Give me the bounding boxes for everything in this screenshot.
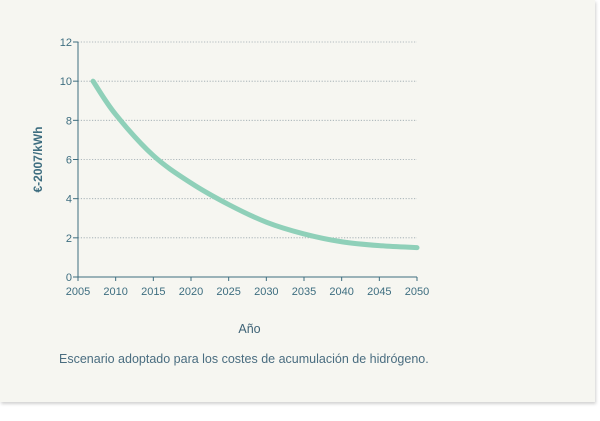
series-line [90, 78, 420, 251]
y-tick-label: 2 [66, 233, 72, 245]
y-tick-label: 10 [60, 76, 72, 88]
x-tick-label: 2045 [367, 286, 391, 298]
x-tick-label: 2040 [329, 286, 353, 298]
y-tick-label: 12 [60, 37, 72, 49]
y-axis-label: €-2007/kWh [31, 126, 45, 192]
series-group [90, 78, 420, 251]
x-tick-label: 2015 [141, 286, 165, 298]
x-tick-label: 2010 [103, 286, 127, 298]
x-tick-label: 2050 [405, 286, 429, 298]
x-axis-ticks: 2005 2010 2015 2020 2025 2030 2035 2040 2045 2050 [66, 277, 429, 298]
x-tick-label: 2025 [216, 286, 240, 298]
grid-lines [78, 41, 417, 239]
figure-caption: Escenario adoptado para los costes de ac… [59, 352, 429, 366]
x-tick-label: 2020 [179, 286, 203, 298]
figure-card: 0 2 4 6 8 10 12 2005 2010 2015 2020 2025 2030 2035 20… [0, 0, 595, 402]
x-axis-label: Año [238, 322, 260, 336]
x-tick-label: 2005 [66, 286, 90, 298]
y-tick-label: 6 [66, 155, 72, 167]
y-tick-label: 0 [66, 272, 72, 284]
y-axis-ticks: 0 2 4 6 8 10 12 [60, 37, 78, 284]
y-tick-label: 4 [66, 194, 72, 206]
x-tick-label: 2035 [292, 286, 316, 298]
x-tick-label: 2030 [254, 286, 278, 298]
y-tick-label: 8 [66, 115, 72, 127]
